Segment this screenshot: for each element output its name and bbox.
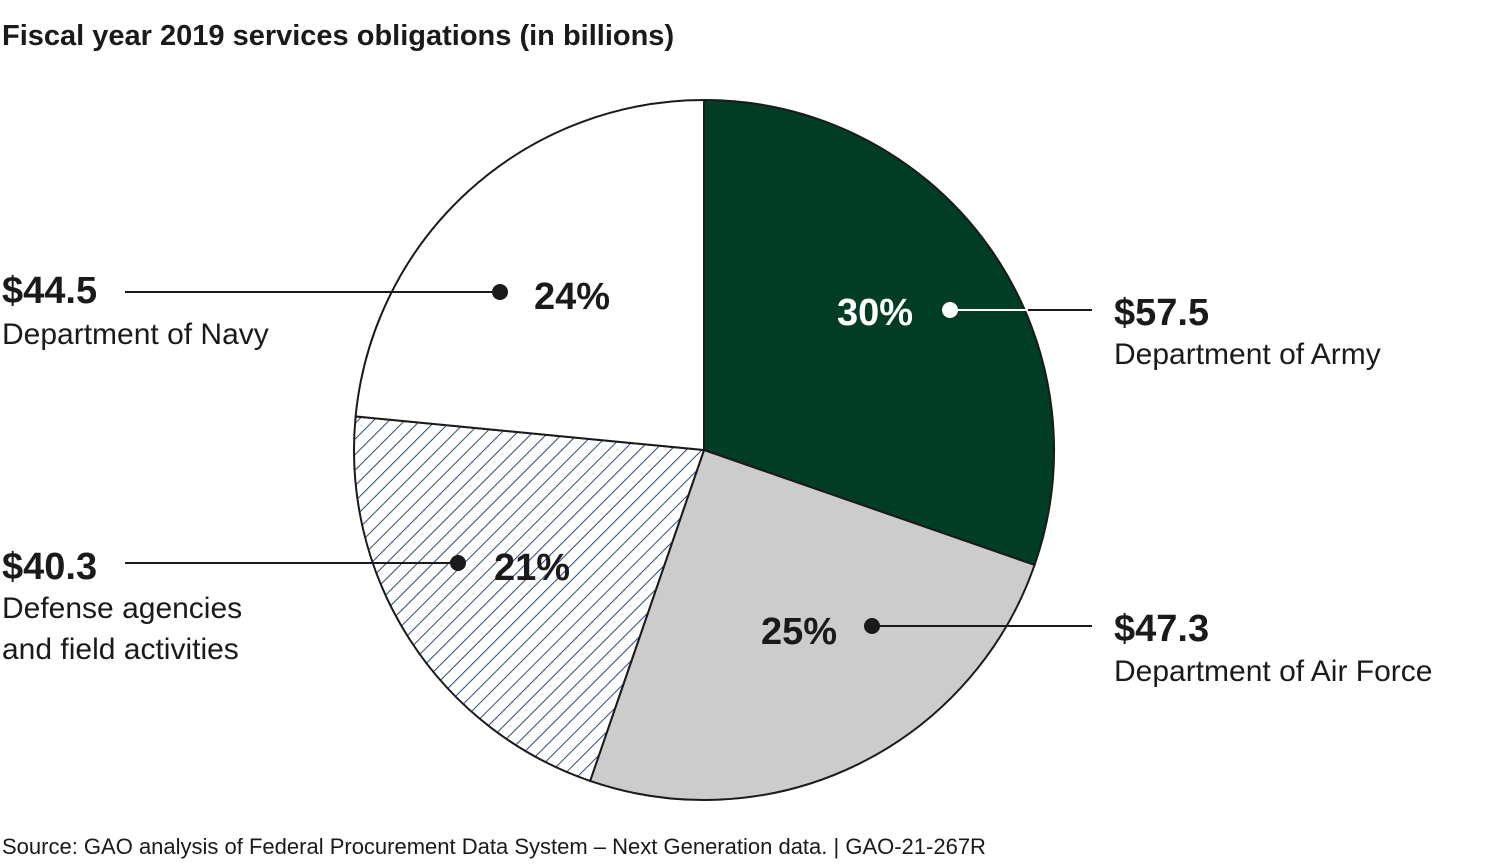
percent-label-defense-agencies-and-field-activities: 21% (494, 547, 570, 589)
leader-dot-department-of-navy (492, 284, 508, 300)
value-label-department-of-army: $57.5 (1114, 292, 1209, 334)
pie-slice-department-of-army (703, 98, 1055, 567)
chart-title: Fiscal year 2019 services obligations (i… (2, 20, 675, 52)
leader-dot-department-of-air-force (864, 618, 880, 634)
leader-dot-defense-agencies-and-field-activities (450, 555, 466, 571)
value-label-department-of-navy: $44.5 (2, 270, 97, 312)
pie-annotations: 30% $57.5 Department of Army 25% $47.3 Depart… (2, 270, 1432, 688)
pie-slices (353, 98, 1055, 801)
source-note: Source: GAO analysis of Federal Procurem… (2, 834, 986, 859)
percent-label-department-of-army: 30% (837, 292, 913, 334)
percent-label-department-of-air-force: 25% (761, 611, 837, 653)
percent-label-department-of-navy: 24% (534, 276, 610, 318)
pie-slice-defense-agencies-and-field-activities (353, 415, 706, 783)
value-label-defense-agencies-and-field-activities: $40.3 (2, 546, 97, 588)
pie-slice-department-of-navy (354, 98, 705, 452)
leader-dot-department-of-army (942, 302, 958, 318)
category-label-defense-agencies-and-field-activities: Defense agencies and field activities (2, 592, 242, 666)
category-label-department-of-navy: Department of Navy (2, 318, 269, 351)
category-label-department-of-air-force: Department of Air Force (1114, 655, 1432, 688)
category-label-department-of-army: Department of Army (1114, 338, 1381, 371)
value-label-department-of-air-force: $47.3 (1114, 608, 1209, 650)
pie-slice-department-of-air-force (588, 448, 1036, 801)
